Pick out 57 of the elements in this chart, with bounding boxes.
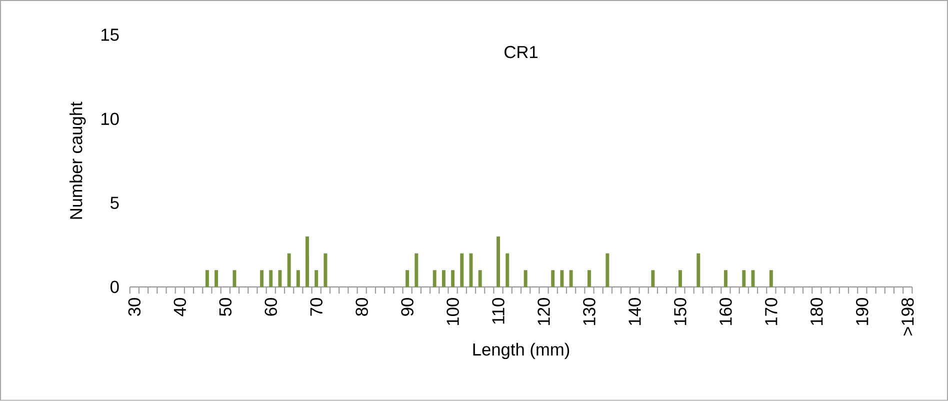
x-tick-label: 60 bbox=[264, 298, 278, 316]
bar bbox=[205, 270, 209, 288]
x-tick-label: 180 bbox=[810, 298, 823, 326]
bar bbox=[296, 270, 300, 288]
bar bbox=[306, 236, 309, 288]
x-tick-label: 40 bbox=[174, 298, 186, 316]
bar bbox=[451, 270, 455, 288]
bar bbox=[460, 253, 464, 288]
x-tick-label: 100 bbox=[446, 298, 459, 326]
bar bbox=[524, 270, 528, 288]
bar bbox=[278, 270, 282, 288]
y-tick-label: 10 bbox=[102, 112, 119, 126]
bar bbox=[696, 253, 700, 288]
bar bbox=[314, 270, 318, 288]
x-tick-label: 80 bbox=[356, 298, 368, 316]
x-tick-label: 150 bbox=[674, 298, 686, 326]
x-tick-label: 90 bbox=[401, 298, 414, 316]
bar bbox=[588, 270, 591, 288]
x-tick-label: 30 bbox=[128, 298, 141, 316]
bar bbox=[478, 270, 482, 288]
bar bbox=[606, 253, 610, 288]
bar bbox=[506, 253, 510, 288]
bar bbox=[569, 270, 573, 288]
bar bbox=[406, 270, 410, 288]
x-axis-title: Length (mm) bbox=[473, 342, 570, 360]
bar bbox=[678, 270, 682, 288]
text: CR1 bbox=[504, 46, 538, 58]
bar bbox=[742, 270, 746, 288]
bar bbox=[287, 253, 291, 288]
x-tick-label: 50 bbox=[219, 298, 232, 316]
bar bbox=[560, 270, 564, 288]
bar bbox=[214, 270, 218, 288]
bar bbox=[751, 270, 755, 288]
x-tick-label: 70 bbox=[310, 298, 322, 316]
x-tick-label: 130 bbox=[583, 298, 596, 326]
bar bbox=[769, 270, 773, 288]
x-tick-label: 160 bbox=[720, 298, 732, 326]
y-axis-title: Number caught bbox=[70, 102, 86, 219]
bar bbox=[442, 270, 446, 288]
bar bbox=[651, 270, 655, 288]
bar bbox=[496, 236, 500, 288]
bar bbox=[269, 270, 273, 288]
x-tick-label: 170 bbox=[765, 298, 778, 326]
bar bbox=[324, 253, 328, 288]
x-tick-label: 190 bbox=[856, 298, 868, 326]
x-tick-label: >198 bbox=[901, 298, 914, 336]
y-tick-label: 0 bbox=[110, 280, 119, 294]
bar bbox=[414, 253, 418, 288]
bar bbox=[724, 270, 728, 288]
x-tick-label: 120 bbox=[538, 298, 550, 326]
bar bbox=[260, 270, 264, 288]
y-tick-label: 5 bbox=[110, 196, 119, 210]
x-tick-label: 110 bbox=[492, 298, 504, 324]
bar bbox=[432, 270, 436, 288]
x-tick-label: 140 bbox=[628, 298, 641, 326]
bar bbox=[551, 270, 555, 288]
y-tick-label: 15 bbox=[102, 28, 119, 41]
